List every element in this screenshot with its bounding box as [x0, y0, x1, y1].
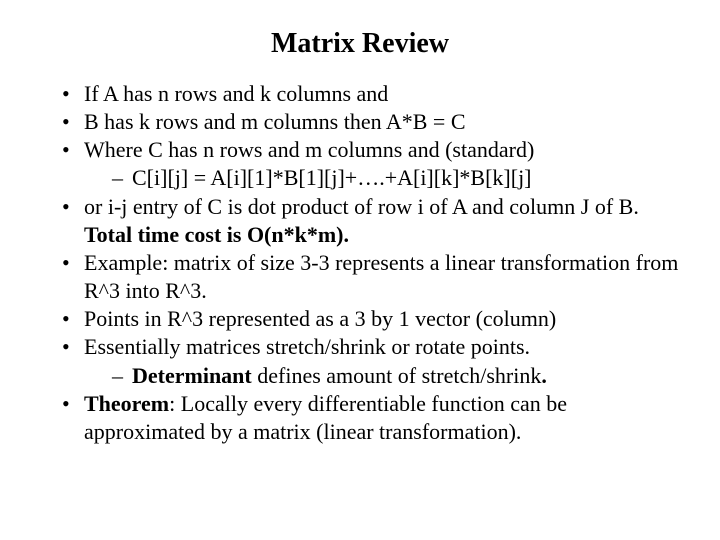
- bullet-2: B has k rows and m columns then A*B = C: [62, 108, 680, 136]
- bullet-4-text-a: or i-j entry of C is dot product of row …: [84, 194, 639, 219]
- slide-title: Matrix Review: [40, 28, 680, 60]
- bullet-4: or i-j entry of C is dot product of row …: [62, 193, 680, 249]
- bullet-3: Where C has n rows and m columns and (st…: [62, 136, 680, 192]
- bullet-8a: Theorem: [84, 391, 169, 416]
- bullet-8: Theorem: Locally every differentiable fu…: [62, 390, 680, 446]
- bullet-7-sub-1: Determinant defines amount of stretch/sh…: [112, 362, 680, 390]
- bullet-3-sub-1: C[i][j] = A[i][1]*B[1][j]+….+A[i][k]*B[k…: [112, 164, 680, 192]
- slide: Matrix Review If A has n rows and k colu…: [0, 0, 720, 540]
- bullet-5: Example: matrix of size 3-3 represents a…: [62, 249, 680, 305]
- bullet-7-text: Essentially matrices stretch/shrink or r…: [84, 334, 530, 359]
- bullet-7-sub-1c: .: [541, 363, 547, 388]
- bullet-list: If A has n rows and k columns and B has …: [40, 80, 680, 446]
- bullet-7-sub: Determinant defines amount of stretch/sh…: [84, 362, 680, 390]
- bullet-6: Points in R^3 represented as a 3 by 1 ve…: [62, 305, 680, 333]
- bullet-3-text: Where C has n rows and m columns and (st…: [84, 137, 534, 162]
- bullet-1: If A has n rows and k columns and: [62, 80, 680, 108]
- bullet-7: Essentially matrices stretch/shrink or r…: [62, 333, 680, 389]
- bullet-7-sub-1a: Determinant: [132, 363, 252, 388]
- bullet-4-text-b: Total time cost is O(n*k*m).: [84, 222, 349, 247]
- bullet-7-sub-1b: defines amount of stretch/shrink: [252, 363, 542, 388]
- bullet-3-sub: C[i][j] = A[i][1]*B[1][j]+….+A[i][k]*B[k…: [84, 164, 680, 192]
